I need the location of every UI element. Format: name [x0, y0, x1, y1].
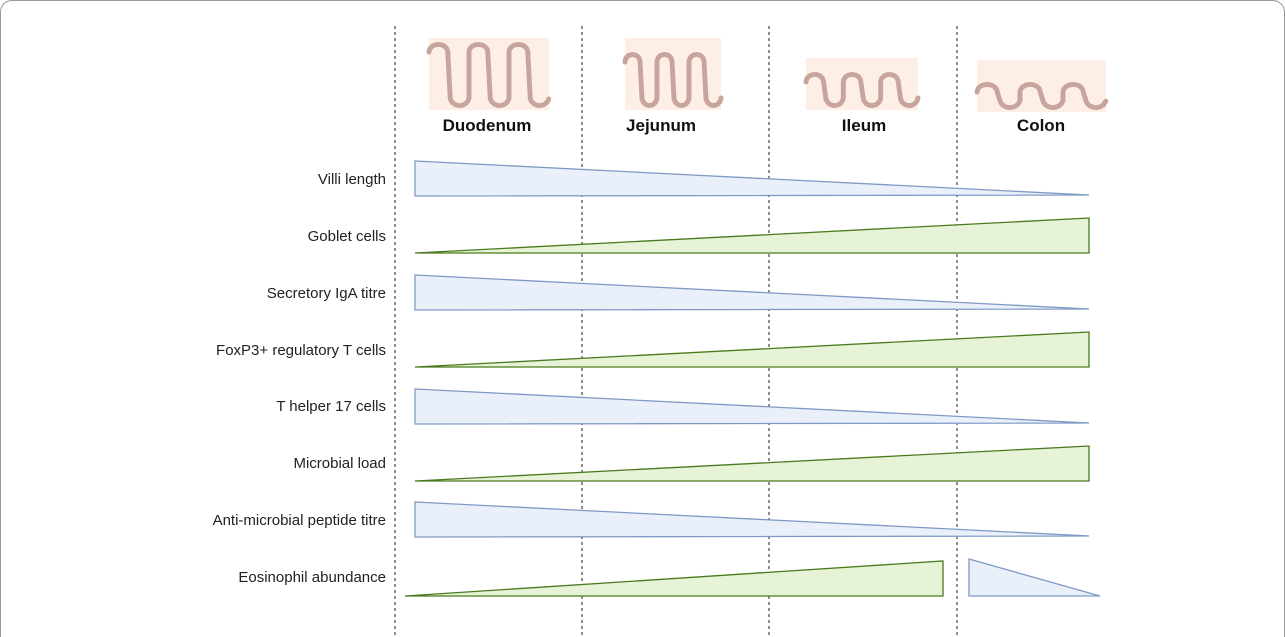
- wedge-eosinophil-rise: [404, 560, 944, 597]
- segment-label-colon: Colon: [1017, 116, 1065, 135]
- row-label-microbial-load: Microbial load: [293, 455, 386, 472]
- row-label-goblet-cells: Goblet cells: [308, 228, 386, 245]
- row-label-th17: T helper 17 cells: [276, 398, 386, 415]
- wedge-decreasing-3: [414, 274, 1090, 311]
- wedge-increasing-6: [414, 445, 1090, 482]
- row-label-eosinophil: Eosinophil abundance: [238, 569, 386, 586]
- row-labels: Villi length Goblet cells Secretory IgA …: [213, 171, 386, 586]
- row-label-foxp3-treg: FoxP3+ regulatory T cells: [216, 342, 386, 359]
- row-label-villi-length: Villi length: [318, 171, 386, 188]
- wedge-increasing-4: [414, 331, 1090, 368]
- wedge-eosinophil-fall: [968, 558, 1101, 597]
- segment-labels: Duodenum Jejunum Ileum Colon: [443, 116, 1065, 135]
- segment-label-duodenum: Duodenum: [443, 116, 532, 135]
- gradient-wedges: [404, 160, 1101, 597]
- wedge-decreasing-1: [414, 160, 1090, 197]
- villi-illustration-ileum: [803, 58, 921, 110]
- segment-label-jejunum: Jejunum: [626, 116, 696, 135]
- tissue-illustrations: [426, 38, 1109, 112]
- wedge-decreasing-7: [414, 501, 1090, 538]
- row-label-secretory-iga: Secretory IgA titre: [267, 285, 386, 302]
- villi-illustration-duodenum: [426, 38, 552, 110]
- wedge-decreasing-5: [414, 388, 1090, 425]
- segment-label-ileum: Ileum: [842, 116, 886, 135]
- villi-illustration-jejunum: [622, 38, 724, 110]
- row-label-antimicrobial-peptide: Anti-microbial peptide titre: [213, 512, 386, 529]
- villi-illustration-colon: [974, 60, 1109, 112]
- wedge-increasing-2: [414, 217, 1090, 254]
